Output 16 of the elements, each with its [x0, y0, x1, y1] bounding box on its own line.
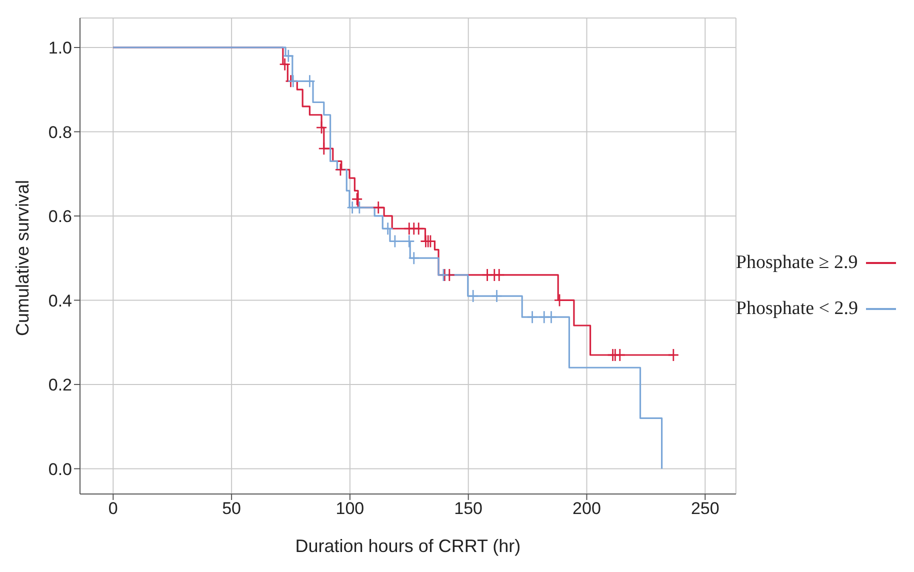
x-tick-label: 150 — [454, 499, 483, 518]
x-tick-label: 0 — [108, 499, 118, 518]
y-tick-label: 0.6 — [48, 207, 72, 226]
y-tick-label: 0.8 — [48, 122, 72, 142]
x-axis-title: Duration hours of CRRT (hr) — [295, 536, 521, 556]
x-tick-label: 250 — [690, 499, 720, 518]
y-tick-label: 0.0 — [48, 460, 72, 479]
x-tick-label: 100 — [336, 499, 364, 518]
x-tick-label: 200 — [572, 499, 601, 518]
y-axis-title: Cumulative survival — [12, 180, 32, 336]
y-tick-label: 0.4 — [48, 291, 72, 310]
x-tick-label: 50 — [222, 499, 242, 518]
legend-label: Phosphate < 2.9 — [736, 298, 858, 320]
legend-label: Phosphate ≥ 2.9 — [736, 252, 858, 274]
y-tick-label: 0.2 — [48, 376, 72, 395]
y-tick-label: 1.0 — [48, 38, 72, 58]
